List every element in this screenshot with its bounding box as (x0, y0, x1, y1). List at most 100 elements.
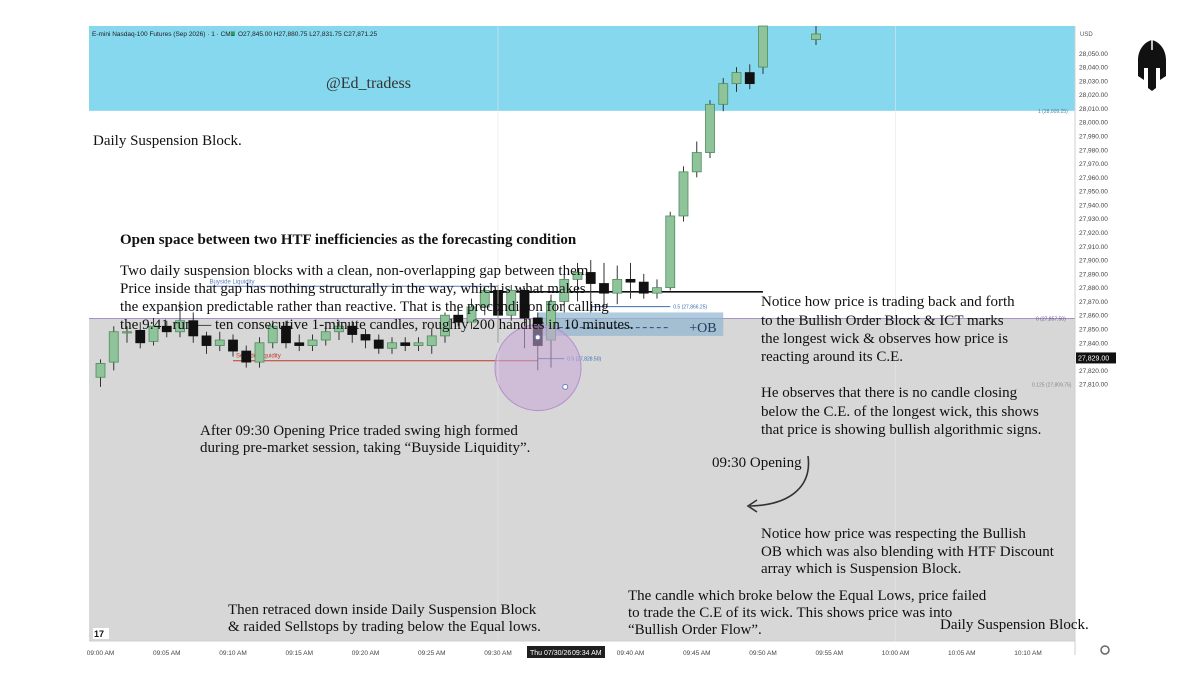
candle-body[interactable] (665, 215, 676, 289)
paragraph-line-1: Two daily suspension blocks with a clean… (120, 263, 593, 279)
time-tick-label: 09:40 AM (617, 650, 644, 657)
candle-body[interactable] (201, 335, 212, 346)
right-note-line-1: Notice how price is trading back and for… (761, 294, 1015, 310)
candle-body[interactable] (267, 325, 278, 344)
candle-body[interactable] (214, 339, 225, 346)
candle-body[interactable] (519, 290, 530, 319)
premium-level-label: 1 (28,009.25) (1038, 109, 1068, 115)
candle-body[interactable] (281, 325, 291, 344)
time-tick-label: 09:20 AM (352, 650, 379, 657)
candle-body[interactable] (373, 339, 384, 349)
candle-body[interactable] (625, 278, 636, 283)
candle-body[interactable] (400, 342, 411, 346)
tv-logo-badge[interactable] (93, 628, 109, 639)
candle-body[interactable] (148, 325, 159, 342)
candle-body[interactable] (479, 290, 490, 308)
candle-body[interactable] (320, 331, 331, 341)
symbol-title[interactable]: E-mini Nasdaq-100 Futures (Sep 2026) · 1… (92, 31, 236, 38)
candle-body[interactable] (360, 334, 371, 341)
time-tick-label: 09:50 AM (749, 650, 776, 657)
watermark: @Ed_tradess (326, 75, 411, 92)
candle-body[interactable] (652, 287, 662, 294)
last-price-label: 27,829.00 (1078, 355, 1109, 362)
candle-body[interactable] (585, 272, 596, 284)
price-tick-label: 27,880.00 (1079, 285, 1108, 292)
paragraph-line-2: Price inside that gap has nothing struct… (120, 281, 586, 297)
price-tick-label: 28,020.00 (1079, 92, 1108, 99)
price-tick-label: 27,950.00 (1079, 189, 1108, 196)
candle-body[interactable] (811, 33, 821, 40)
time-tick-label: 09:25 AM (418, 650, 445, 657)
headline: Open space between two HTF inefficiencie… (120, 232, 577, 248)
retrace-note-line-2: & raided Sellstops by trading below the … (228, 619, 541, 635)
time-tick-label: 09:15 AM (286, 650, 313, 657)
right-note-line-3: the longest wick & observes how price is (761, 331, 1009, 347)
candle-body[interactable] (599, 283, 609, 294)
candle-body[interactable] (705, 103, 715, 153)
candle-body[interactable] (638, 281, 649, 294)
ob-note-line-1: Notice how price was respecting the Bull… (761, 526, 1026, 542)
candle-body[interactable] (691, 152, 702, 173)
candle-body[interactable] (228, 339, 238, 352)
premium-zone-label: Daily Suspension Block. (93, 133, 242, 149)
price-tick-label: 27,840.00 (1079, 340, 1108, 347)
price-tick-label: 28,040.00 (1079, 65, 1108, 72)
price-tick-label: 27,890.00 (1079, 271, 1108, 278)
candle-body[interactable] (175, 320, 185, 333)
candle-body[interactable] (718, 83, 729, 105)
candle-body[interactable] (440, 314, 450, 337)
candle-body[interactable] (572, 272, 583, 280)
crosshair-time-tag (527, 646, 605, 658)
candle-body[interactable] (135, 329, 146, 344)
discount-low-label: 0.125 (27,809.75) (1032, 382, 1072, 388)
price-tick-label: 28,000.00 (1079, 120, 1108, 127)
candle-body[interactable] (453, 314, 464, 323)
price-tick-label: 27,970.00 (1079, 161, 1108, 168)
crosshair-time-label: Thu 07/30/26 (530, 650, 571, 657)
candle-body[interactable] (731, 72, 742, 85)
candle-body[interactable] (241, 350, 252, 363)
candle-body[interactable] (387, 342, 397, 349)
time-tick-label: 10:10 AM (1014, 650, 1041, 657)
settings-gear-icon[interactable] (1100, 645, 1110, 655)
candle-body[interactable] (612, 278, 623, 294)
wick-ce-label-lower: 0.5 (27,828.50) (567, 357, 601, 363)
candle-body[interactable] (506, 290, 517, 316)
ob-note-line-3: array which is Suspension Block. (761, 561, 962, 577)
discount-zone-box[interactable] (89, 318, 1075, 641)
order-block-box[interactable] (537, 312, 724, 336)
candle-body[interactable] (678, 171, 689, 217)
highlight-circle (494, 324, 582, 412)
candle-body[interactable] (559, 278, 570, 302)
candle-body[interactable] (307, 339, 318, 346)
premium-zone-box[interactable] (89, 26, 1075, 111)
candle-body[interactable] (95, 363, 106, 378)
candle-body[interactable] (426, 335, 437, 346)
candle-body[interactable] (254, 342, 265, 363)
time-tick-label: 10:00 AM (882, 650, 909, 657)
last-price-tag (1076, 352, 1116, 364)
candle-body[interactable] (334, 325, 344, 333)
circle-handle-bottom[interactable] (562, 383, 569, 390)
candle-body[interactable] (758, 25, 768, 68)
candle-body[interactable] (122, 331, 132, 334)
circle-handle-top[interactable] (534, 334, 541, 341)
price-tick-label: 27,930.00 (1079, 216, 1108, 223)
price-tick-label: 27,910.00 (1079, 244, 1108, 251)
candle-body[interactable] (188, 320, 199, 337)
candle-body[interactable] (347, 325, 358, 335)
broke-note-line-2: to trade the C.E of its wick. This shows… (628, 605, 953, 621)
candle-body[interactable] (108, 331, 119, 363)
candle-body[interactable] (161, 325, 172, 333)
buyside-liquidity-label: Buyside Liquidity (210, 279, 255, 285)
candle-body[interactable] (413, 342, 424, 346)
candle-body[interactable] (466, 306, 477, 323)
right-note-line-2: to the Bullish Order Block & ICT marks (761, 313, 1004, 329)
currency-label: USD (1080, 32, 1093, 38)
ohlc-readout: O27,845.00 H27,880.75 L27,831.75 C27,871… (238, 31, 378, 38)
candle-body[interactable] (744, 72, 755, 85)
candle-body[interactable] (294, 342, 305, 346)
price-tick-label: 27,810.00 (1079, 382, 1108, 389)
time-tick-label: 09:30 AM (484, 650, 511, 657)
